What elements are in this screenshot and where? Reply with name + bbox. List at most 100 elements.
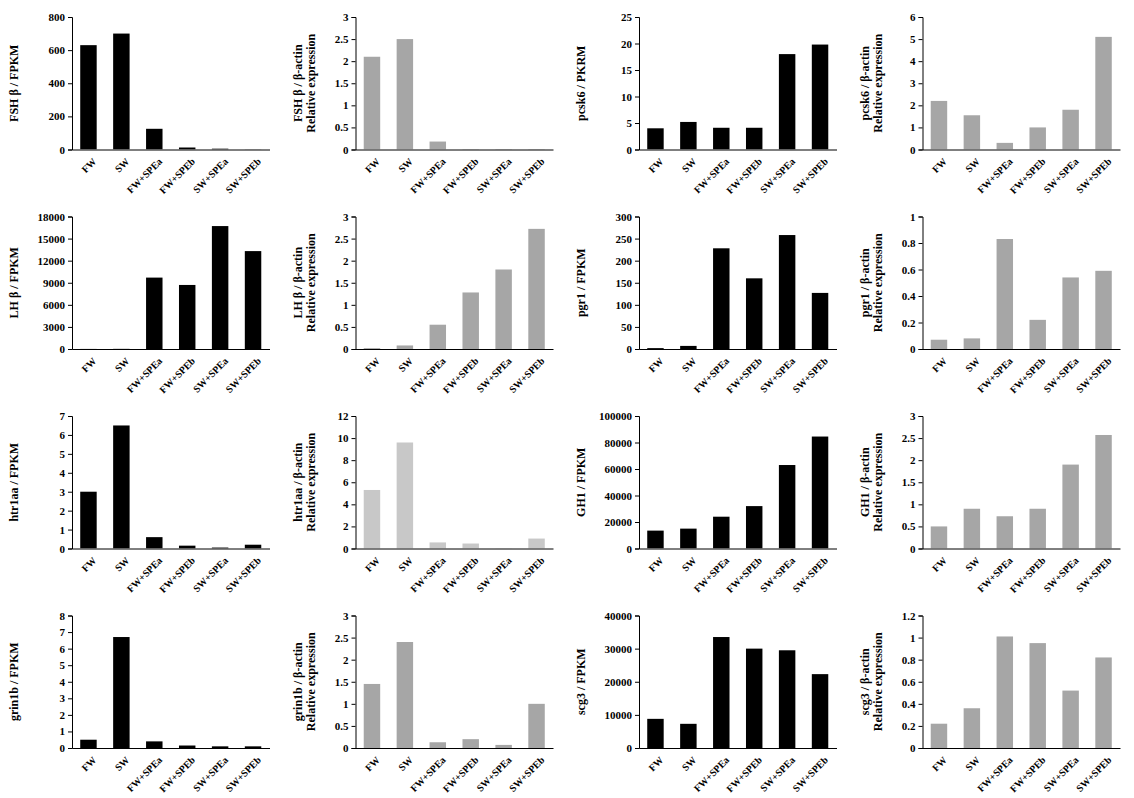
y-tick-mark <box>68 454 72 455</box>
y-tick-mark <box>352 748 356 749</box>
y-tick-label: 1 <box>910 632 916 644</box>
y-tick: 200 <box>616 255 640 267</box>
bars <box>364 443 545 549</box>
y-tick: 20000 <box>605 676 640 688</box>
bar <box>430 542 446 548</box>
y-tick-label: 100 <box>616 299 633 311</box>
x-tick-label: FW <box>930 754 949 773</box>
y-tick: 0.8 <box>902 654 923 666</box>
bar <box>179 746 195 748</box>
y-tick-mark <box>635 682 639 683</box>
x-tick-label: FW+SPEb <box>441 754 481 794</box>
bar <box>1062 691 1078 748</box>
y-tick: 0.5 <box>335 720 356 732</box>
x-tick: SW <box>680 150 699 175</box>
y-tick: 15000 <box>38 233 73 245</box>
y-tick-label: 0.8 <box>902 654 916 666</box>
x-tick-label: FW <box>79 754 98 773</box>
y-tick: 1 <box>343 698 356 710</box>
y-tick-mark <box>352 416 356 417</box>
x-tick: FW <box>646 748 665 773</box>
y-tick-label: 0 <box>343 543 349 555</box>
x-tick-label: SW <box>963 754 982 773</box>
bar <box>931 340 947 349</box>
y-axis: 00.20.40.60.81 <box>902 211 923 355</box>
y-tick-mark <box>352 704 356 705</box>
y-tick-mark <box>68 649 72 650</box>
bar <box>1095 271 1111 349</box>
bar <box>746 128 762 150</box>
bar <box>495 149 511 150</box>
y-tick: 10 <box>621 91 639 103</box>
x-axis-line <box>640 549 838 550</box>
bar <box>647 128 663 149</box>
y-tick-mark <box>68 492 72 493</box>
bar <box>80 740 96 748</box>
y-label: pcsk6 / β-actinRelative expression <box>858 34 885 133</box>
bar <box>680 346 696 349</box>
bar <box>179 285 195 349</box>
y-tick-mark <box>352 327 356 328</box>
bar <box>647 348 663 349</box>
y-tick: 2 <box>910 99 923 111</box>
bar <box>1062 465 1078 549</box>
y-axis: 020000400006000080000100000 <box>599 410 640 555</box>
y-tick-label: 10000 <box>605 709 633 721</box>
bar <box>812 293 828 349</box>
bar <box>113 637 129 748</box>
x-tick: SW+SPEb <box>790 549 830 595</box>
bars <box>80 34 261 150</box>
y-axis: 00.511.522.53 <box>335 11 356 155</box>
y-tick: 6 <box>343 476 356 488</box>
y-axis-line <box>352 217 357 350</box>
y-tick-label: 3 <box>60 486 66 498</box>
y-axis: 00.20.40.60.811.2 <box>902 610 923 755</box>
y-tick: 200 <box>49 110 73 122</box>
y-tick-label: 10 <box>338 432 350 444</box>
bar <box>812 437 828 549</box>
x-tick: SW <box>113 349 132 374</box>
y-tick: 6000 <box>43 299 72 311</box>
y-axis-line <box>68 616 73 749</box>
y-tick: 40000 <box>605 490 640 502</box>
y-tick: 0.8 <box>902 237 923 249</box>
x-tick: SW+SPEb <box>1074 349 1114 395</box>
y-tick-label: 1 <box>343 698 349 710</box>
x-tick-label: FW <box>363 754 382 773</box>
y-tick-label: 0 <box>627 343 633 355</box>
y-tick-mark <box>919 323 923 324</box>
y-label-line: Relative expression <box>304 233 318 332</box>
y-tick: 40000 <box>605 610 640 622</box>
y-tick-label: 0 <box>910 343 916 355</box>
y-tick-label: 6 <box>60 429 66 441</box>
y-tick-label: 1 <box>60 524 66 536</box>
x-tick: SW <box>680 748 699 773</box>
x-tick: FW <box>646 150 665 175</box>
x-tick-label: SW <box>963 355 982 374</box>
y-tick-mark <box>68 261 72 262</box>
y-tick-mark <box>352 460 356 461</box>
y-tick-mark <box>352 305 356 306</box>
y-tick-mark <box>635 616 639 617</box>
y-tick-mark <box>352 726 356 727</box>
x-tick: SW+SPEb <box>1074 549 1114 595</box>
y-tick-mark <box>352 261 356 262</box>
x-tick: SW+SPEb <box>790 150 830 196</box>
y-tick: 1 <box>60 725 73 737</box>
y-tick: 3 <box>910 410 923 422</box>
y-axis: 00.511.522.53 <box>335 610 356 755</box>
bar <box>779 465 795 548</box>
x-axis: FWSWFW+SPEaFW+SPEbSW+SPEaSW+SPEb <box>73 150 271 196</box>
y-tick-label: 8 <box>343 454 349 466</box>
y-tick-label: 0.5 <box>335 720 349 732</box>
panel: 00.511.522.53FWSWFW+SPEaFW+SPEbSW+SPEaSW… <box>291 211 554 396</box>
y-tick-mark <box>635 70 639 71</box>
y-tick-mark <box>635 327 639 328</box>
x-tick: SW <box>396 748 415 773</box>
y-tick: 0 <box>627 144 640 156</box>
bar <box>245 149 261 150</box>
y-label-line: Relative expression <box>871 34 885 133</box>
y-tick: 1 <box>910 121 923 133</box>
bar <box>495 270 511 350</box>
bar <box>397 39 413 149</box>
